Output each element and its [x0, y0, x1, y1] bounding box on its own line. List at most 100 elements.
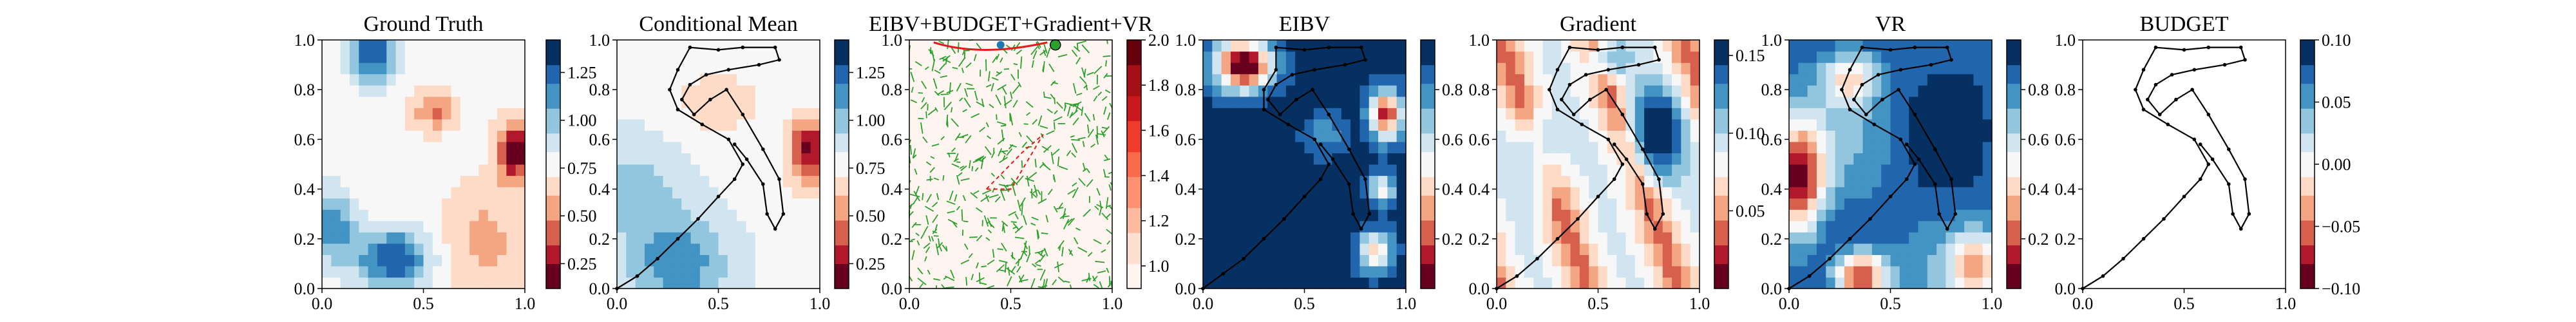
waypoint — [2170, 73, 2174, 77]
candidate-segment — [976, 277, 985, 283]
waypoint — [2174, 97, 2178, 102]
heatmap-cell — [1387, 198, 1397, 210]
waypoint — [1312, 137, 1317, 142]
candidate-segment — [976, 234, 983, 242]
heatmap-cell — [1681, 108, 1691, 120]
heatmap-cell — [1396, 164, 1406, 176]
heatmap-cell — [1589, 187, 1599, 199]
heatmap-cell — [727, 187, 737, 199]
heatmap-cell — [773, 198, 784, 210]
candidate-segment — [1034, 251, 1041, 254]
heatmap-cell — [1881, 51, 1891, 63]
heatmap-cell — [1853, 243, 1864, 255]
candidate-segment — [914, 168, 918, 175]
heatmap-cell — [1203, 62, 1213, 75]
heatmap-cell — [1506, 118, 1516, 131]
candidate-segment — [1004, 261, 1007, 273]
waypoint — [732, 142, 737, 146]
y-tick-label: 0.0 — [882, 279, 903, 298]
heatmap-cell — [1285, 209, 1296, 222]
heatmap-cell — [699, 232, 710, 244]
heatmap-cell — [1350, 51, 1361, 63]
heatmap-cell — [1010, 108, 1021, 120]
heatmap-cell — [792, 220, 802, 232]
heatmap-cell — [1368, 85, 1379, 97]
waypoint — [1548, 88, 1551, 91]
heatmap-cell — [1789, 220, 1799, 232]
heatmap-cell — [1094, 254, 1104, 267]
heatmap-cell — [681, 232, 692, 244]
y-tick-label: 1.0 — [1761, 31, 1783, 50]
heatmap-cell — [1276, 130, 1287, 142]
heatmap-cell — [423, 153, 433, 165]
candidate-segment — [980, 157, 984, 169]
candidate-segment — [952, 222, 958, 228]
heatmap-cell — [1653, 73, 1663, 86]
heatmap-cell — [681, 209, 692, 222]
heatmap-cell — [1203, 232, 1213, 244]
heatmap-cell — [918, 198, 929, 210]
heatmap-cell — [1844, 85, 1854, 97]
heatmap-cell — [1816, 153, 1826, 165]
heatmap-cell — [626, 175, 636, 187]
heatmap-cell — [395, 96, 406, 108]
heatmap-cell — [1862, 265, 1873, 278]
heatmap-cell — [1927, 164, 1937, 176]
heatmap-cell — [1551, 243, 1562, 255]
waypoint — [2231, 212, 2235, 216]
heatmap-cell — [1871, 153, 1882, 165]
heatmap-cell — [1681, 40, 1691, 52]
heatmap-cell — [1918, 141, 1928, 154]
colorbar-swatch — [835, 139, 849, 146]
heatmap-cell — [359, 209, 369, 222]
heatmap-cell — [672, 96, 682, 108]
heatmap-cell — [1927, 73, 1937, 86]
heatmap-cell — [1359, 85, 1370, 97]
heatmap-cell — [1075, 130, 1085, 142]
heatmap-cell — [497, 277, 507, 289]
colorbar-swatch — [2007, 195, 2021, 202]
heatmap-cell — [1964, 51, 1974, 63]
heatmap-cell — [663, 108, 673, 120]
heatmap-cell — [617, 254, 627, 267]
heatmap-cell — [1589, 209, 1599, 222]
heatmap-cell — [946, 118, 956, 131]
candidate-segment — [941, 284, 945, 289]
heatmap-cell — [1871, 232, 1882, 244]
heatmap-cell — [672, 187, 682, 199]
heatmap-cell — [1094, 118, 1104, 131]
heatmap-cell — [727, 85, 737, 97]
waypoint — [656, 256, 659, 261]
heatmap-cell — [1964, 141, 1974, 154]
waypoint — [2154, 82, 2158, 87]
x-tick-label: 1.0 — [810, 294, 831, 313]
heatmap-cell — [1589, 265, 1599, 278]
heatmap-cell — [654, 243, 664, 255]
y-tick-label: 0.2 — [882, 230, 903, 249]
mid-marker — [996, 41, 1005, 49]
heatmap-cell — [331, 220, 341, 232]
waypoint — [1624, 157, 1629, 162]
colorbar-swatch — [2007, 176, 2021, 184]
heatmap-cell — [1816, 40, 1826, 52]
heatmap-cell — [1533, 73, 1544, 86]
heatmap-cell — [1497, 277, 1506, 289]
heatmap-cell — [506, 243, 516, 255]
heatmap-cell — [1653, 265, 1663, 278]
heatmap-cell — [946, 108, 956, 120]
heatmap-cell — [1001, 198, 1012, 210]
candidate-segment — [1050, 80, 1056, 86]
candidate-segment — [954, 194, 958, 202]
heatmap-cell — [1871, 85, 1882, 97]
candidate-segment — [1094, 205, 1099, 211]
heatmap-cell — [1378, 85, 1388, 97]
heatmap-cell — [1515, 130, 1525, 142]
candidate-segment — [961, 209, 963, 222]
heatmap-cell — [773, 232, 784, 244]
heatmap-cell — [1075, 51, 1085, 63]
heatmap-cell — [340, 220, 350, 232]
colorbar-swatch — [1714, 220, 1728, 227]
heatmap-cell — [349, 51, 359, 63]
colorbar-swatch — [1714, 52, 1728, 59]
heatmap-cell — [992, 198, 1002, 210]
